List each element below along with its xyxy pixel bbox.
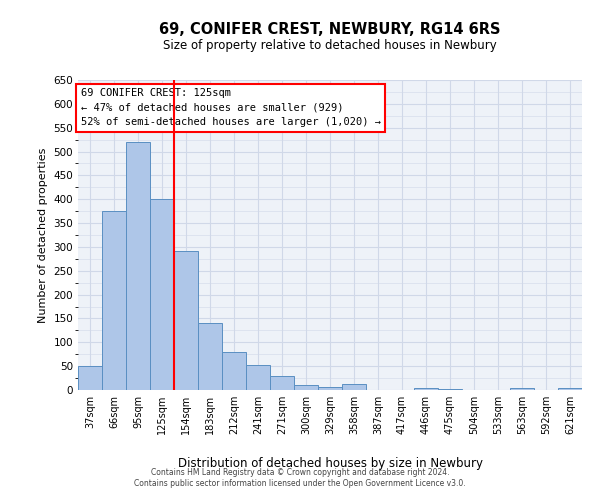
Bar <box>150 199 174 390</box>
Bar <box>102 211 126 390</box>
Bar <box>270 376 294 390</box>
Bar <box>222 352 246 390</box>
Bar <box>78 366 102 390</box>
Bar <box>126 142 150 390</box>
Bar <box>246 364 270 390</box>
Text: 69 CONIFER CREST: 125sqm
← 47% of detached houses are smaller (929)
52% of semi-: 69 CONIFER CREST: 125sqm ← 47% of detach… <box>80 88 380 128</box>
Bar <box>174 250 198 390</box>
Text: Distribution of detached houses by size in Newbury: Distribution of detached houses by size … <box>178 458 482 470</box>
Text: 69, CONIFER CREST, NEWBURY, RG14 6RS: 69, CONIFER CREST, NEWBURY, RG14 6RS <box>159 22 501 38</box>
Bar <box>198 323 222 390</box>
Bar <box>414 388 438 390</box>
Bar <box>342 384 366 390</box>
Bar <box>510 388 534 390</box>
Text: Size of property relative to detached houses in Newbury: Size of property relative to detached ho… <box>163 39 497 52</box>
Bar <box>318 386 342 390</box>
Y-axis label: Number of detached properties: Number of detached properties <box>38 148 48 322</box>
Bar <box>294 385 318 390</box>
Bar <box>438 388 462 390</box>
Bar <box>558 388 582 390</box>
Text: Contains HM Land Registry data © Crown copyright and database right 2024.
Contai: Contains HM Land Registry data © Crown c… <box>134 468 466 487</box>
